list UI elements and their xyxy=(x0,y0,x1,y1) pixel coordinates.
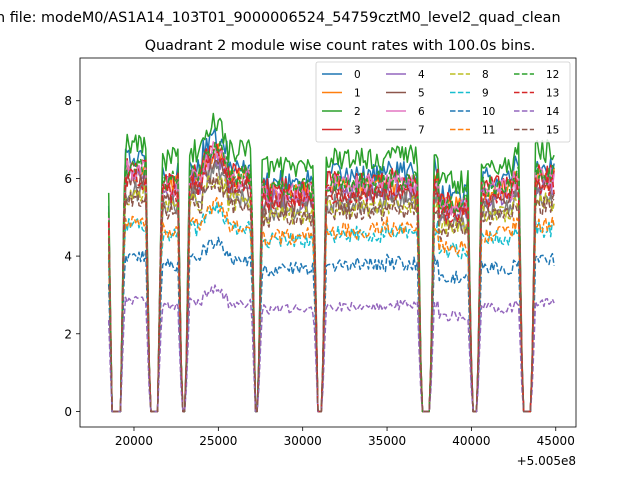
y-tick-label: 4 xyxy=(64,250,72,264)
series-line-14 xyxy=(107,284,555,413)
y-tick-label: 8 xyxy=(64,94,72,108)
legend-label-5: 5 xyxy=(418,88,425,100)
legend-label-13: 13 xyxy=(546,88,559,100)
legend-label-2: 2 xyxy=(354,106,361,118)
plot-frame xyxy=(79,57,577,428)
legend-label-7: 7 xyxy=(418,125,425,137)
series-line-2 xyxy=(107,112,555,413)
legend-label-6: 6 xyxy=(418,106,425,118)
y-tick-label: 0 xyxy=(64,405,72,419)
legend-label-0: 0 xyxy=(354,69,361,81)
legend-label-1: 1 xyxy=(354,88,361,100)
x-tick-label: 20000 xyxy=(115,434,153,448)
legend-label-4: 4 xyxy=(418,69,425,81)
legend-label-8: 8 xyxy=(482,69,489,81)
x-tick-label: 40000 xyxy=(452,434,490,448)
x-tick-label: 25000 xyxy=(199,434,237,448)
figure-supertitle: n file: modeM0/AS1A14_103T01_9000006524_… xyxy=(0,10,561,26)
series-line-15 xyxy=(107,172,555,413)
legend-label-10: 10 xyxy=(482,106,495,118)
legend-label-9: 9 xyxy=(482,88,489,100)
series-line-10 xyxy=(107,236,555,413)
legend-label-11: 11 xyxy=(482,125,495,137)
legend-label-12: 12 xyxy=(546,69,559,81)
x-tick-label: 45000 xyxy=(537,434,575,448)
legend-frame xyxy=(315,61,571,143)
chart-title: Quadrant 2 module wise count rates with … xyxy=(145,38,536,54)
y-tick-label: 6 xyxy=(64,172,72,186)
legend-label-15: 15 xyxy=(546,125,559,137)
legend-label-3: 3 xyxy=(354,125,361,137)
x-tick-label: 30000 xyxy=(284,434,322,448)
axes-layer: 20000 25000 30000 35000 40000 45000 0 2 4 6 8 xyxy=(64,94,574,448)
x-offset-label: +5.005e8 xyxy=(517,454,576,468)
x-tick-label: 35000 xyxy=(368,434,406,448)
y-tick-label: 2 xyxy=(64,327,72,341)
legend-label-14: 14 xyxy=(546,106,560,118)
series-layer xyxy=(107,112,555,413)
